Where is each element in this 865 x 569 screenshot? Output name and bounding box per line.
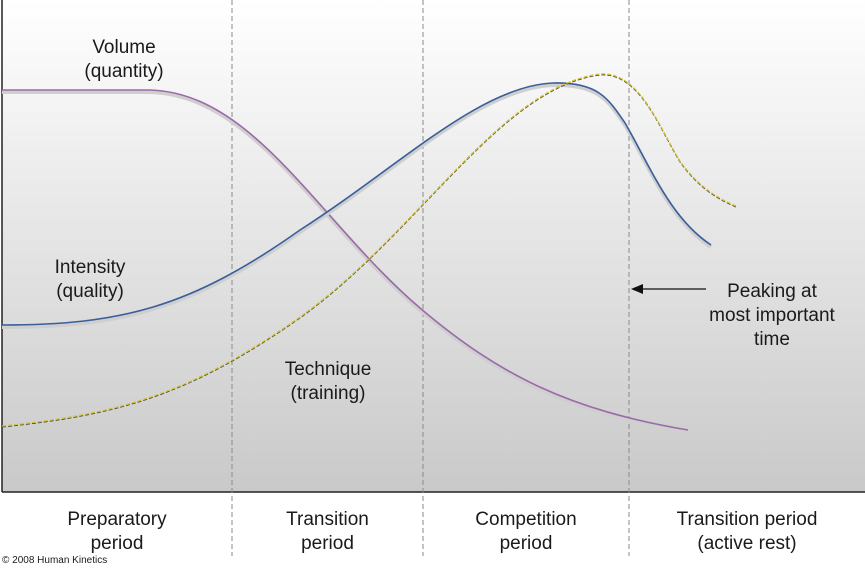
volume-label-line1: Volume <box>92 37 156 58</box>
period-active-rest-line2: (active rest) <box>697 533 797 554</box>
period-preparatory-line2: period <box>90 533 144 554</box>
intensity-label-line1: Intensity <box>54 257 126 278</box>
intensity-curve <box>1 82 713 329</box>
period-transition-line1: Transition <box>286 509 369 530</box>
period-preparatory-line1: Preparatory <box>67 509 167 530</box>
period-preparatory: Preparatory period <box>2 508 232 556</box>
period-competition-line1: Competition <box>475 509 577 530</box>
technique-curve <box>1 73 737 428</box>
period-transition-line2: period <box>301 533 354 554</box>
period-transition: Transition period <box>232 508 423 556</box>
technique-label-line2: (training) <box>290 383 366 404</box>
peaking-annotation-line1: Peaking at <box>727 281 817 302</box>
peaking-annotation-line3: time <box>754 329 790 350</box>
period-active-rest-line1: Transition period <box>676 509 818 530</box>
copyright-notice: © 2008 Human Kinetics <box>2 555 108 566</box>
technique-label: Technique (training) <box>268 358 388 406</box>
volume-label-line2: (quantity) <box>84 61 164 82</box>
peaking-annotation: Peaking at most important time <box>697 280 847 352</box>
volume-label: Volume (quantity) <box>64 36 184 84</box>
period-competition-line2: period <box>499 533 553 554</box>
plot-area <box>2 0 865 492</box>
intensity-label-line2: (quality) <box>56 281 124 302</box>
peaking-annotation-line2: most important <box>709 305 835 326</box>
period-active-rest: Transition period (active rest) <box>629 508 865 556</box>
period-competition: Competition period <box>423 508 629 556</box>
intensity-label: Intensity (quality) <box>30 256 150 304</box>
volume-curve <box>2 89 689 434</box>
peaking-arrow <box>631 284 706 294</box>
technique-label-line1: Technique <box>284 359 372 380</box>
